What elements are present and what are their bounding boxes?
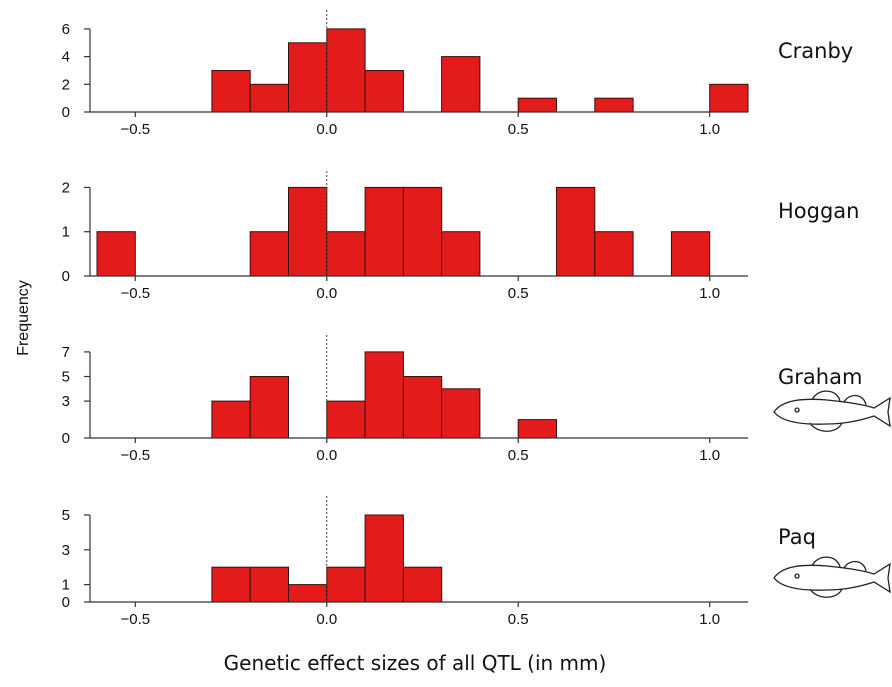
stickleback-fish-icon	[773, 390, 891, 432]
panel-graham: 0 3 5 7 −0.5 0.0 0.5 1.0 Graham	[62, 335, 891, 464]
y-tick-label: 7	[62, 344, 70, 361]
panel-paq: 01 3 5 −0.5 0.0 0.5 1.0 Paq	[62, 496, 891, 628]
x-tick-label: 0.5	[508, 447, 529, 464]
histogram-bar	[326, 28, 366, 113]
histogram-bar	[211, 566, 251, 603]
x-tick-label: −0.5	[120, 611, 150, 628]
panel-cranby: 0 2 4 6 −0.5 0.0 0.5 1.0 Cranby	[62, 10, 853, 138]
y-tick-label: 5	[62, 369, 70, 386]
histogram-bar	[326, 400, 366, 439]
x-tick-label: 0.0	[316, 447, 337, 464]
histogram-bar	[441, 231, 481, 277]
x-tick-label: 0.5	[508, 611, 529, 628]
population-label: Paq	[778, 525, 816, 549]
stickleback-fish-icon	[773, 556, 891, 598]
y-tick-label: 0	[62, 104, 70, 121]
histogram-bar	[402, 566, 443, 603]
histogram-bar	[709, 83, 749, 113]
x-tick-label: 1.0	[699, 121, 720, 138]
y-tick-label: 4	[62, 49, 70, 66]
histogram-bar	[364, 70, 404, 113]
y-tick-label: 1	[62, 224, 70, 241]
histogram-bar	[326, 566, 366, 603]
histogram-bar	[288, 584, 328, 603]
population-label: Cranby	[778, 39, 853, 63]
histogram-bar	[364, 186, 404, 277]
histogram-bar	[288, 186, 328, 277]
x-tick-label: −0.5	[120, 447, 150, 464]
histogram-bar	[249, 83, 289, 113]
x-axis-title: Genetic effect sizes of all QTL (in mm)	[224, 651, 607, 675]
y-tick-label: 0	[62, 594, 70, 611]
y-tick-label: 0	[62, 268, 70, 285]
histogram-bar	[441, 56, 481, 113]
y-tick-label: 1	[62, 577, 70, 594]
population-label: Graham	[778, 365, 862, 389]
histogram-bar	[249, 231, 289, 277]
y-tick-label: 2	[62, 179, 70, 196]
x-tick-label: 0.0	[316, 121, 337, 138]
histogram-bar	[96, 231, 136, 277]
x-tick-label: 1.0	[699, 447, 720, 464]
y-axis-title: Frequency	[15, 280, 32, 356]
histogram-bar	[517, 419, 558, 439]
histogram-bar	[517, 97, 558, 113]
histogram-bar	[594, 231, 634, 277]
histogram-bar	[364, 514, 404, 603]
histogram-bar	[211, 70, 251, 113]
histogram-bar	[249, 376, 289, 439]
histogram-bar	[402, 186, 443, 277]
histogram-bar	[326, 231, 366, 277]
histogram-bar	[211, 400, 251, 439]
x-tick-label: −0.5	[120, 285, 150, 302]
histogram-bar	[556, 186, 596, 277]
y-tick-label: 0	[62, 430, 70, 447]
x-tick-label: 0.5	[508, 121, 529, 138]
y-tick-label: 3	[62, 542, 70, 559]
histogram-bar	[288, 42, 328, 113]
histogram-bar	[249, 566, 289, 603]
x-tick-label: 1.0	[699, 285, 720, 302]
histogram-bar	[670, 231, 711, 277]
histogram-bar	[402, 376, 443, 439]
histogram-bar	[594, 97, 634, 113]
histogram-bar	[364, 351, 404, 439]
y-tick-label: 2	[62, 76, 70, 93]
y-tick-label: 3	[62, 393, 70, 410]
population-label: Hoggan	[778, 199, 859, 223]
y-tick-label: 5	[62, 507, 70, 524]
x-tick-label: 1.0	[699, 611, 720, 628]
x-tick-label: −0.5	[120, 121, 150, 138]
histogram-bar	[441, 388, 481, 439]
x-tick-label: 0.0	[316, 611, 337, 628]
panel-hoggan: 0 1 2 −0.5 0.0 0.5 1.0 Hoggan	[62, 171, 859, 302]
y-tick-label: 6	[62, 21, 70, 38]
x-tick-label: 0.5	[508, 285, 529, 302]
x-tick-label: 0.0	[316, 285, 337, 302]
